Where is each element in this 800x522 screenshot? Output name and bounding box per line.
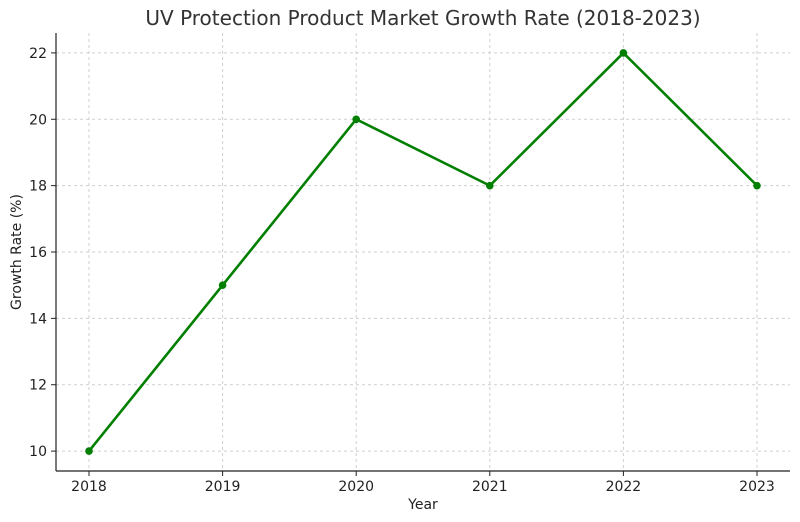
data-point-2021	[486, 181, 494, 190]
x-tick-label: 2020	[338, 479, 374, 495]
data-point-2020	[352, 115, 361, 124]
y-tick-label: 14	[29, 311, 47, 327]
data-point-2022	[619, 49, 628, 57]
data-point-2023	[753, 181, 761, 190]
data-points	[85, 49, 761, 455]
grid-lines	[56, 33, 790, 471]
x-tick-label: 2022	[606, 479, 642, 495]
y-tick-label: 18	[29, 179, 47, 195]
y-tick-label: 12	[29, 378, 47, 394]
series-line-1	[87, 51, 759, 453]
data-point-2018	[85, 447, 93, 455]
data-point-2019	[218, 281, 227, 289]
axes	[51, 33, 790, 476]
y-axis-label: Growth Rate (%)	[9, 194, 25, 310]
y-tick-label: 20	[29, 112, 47, 128]
x-axis-label: Year	[407, 497, 438, 513]
chart-title: UV Protection Product Market Growth Rate…	[145, 6, 700, 30]
y-tick-label: 22	[29, 46, 47, 62]
x-tick-label: 2021	[472, 479, 508, 495]
y-tick-label: 16	[29, 245, 47, 261]
x-tick-label: 2019	[205, 479, 241, 495]
y-tick-label: 10	[29, 444, 47, 460]
x-tick-label: 2023	[739, 479, 775, 495]
x-tick-label: 2018	[71, 479, 107, 495]
series-lines	[87, 51, 759, 453]
